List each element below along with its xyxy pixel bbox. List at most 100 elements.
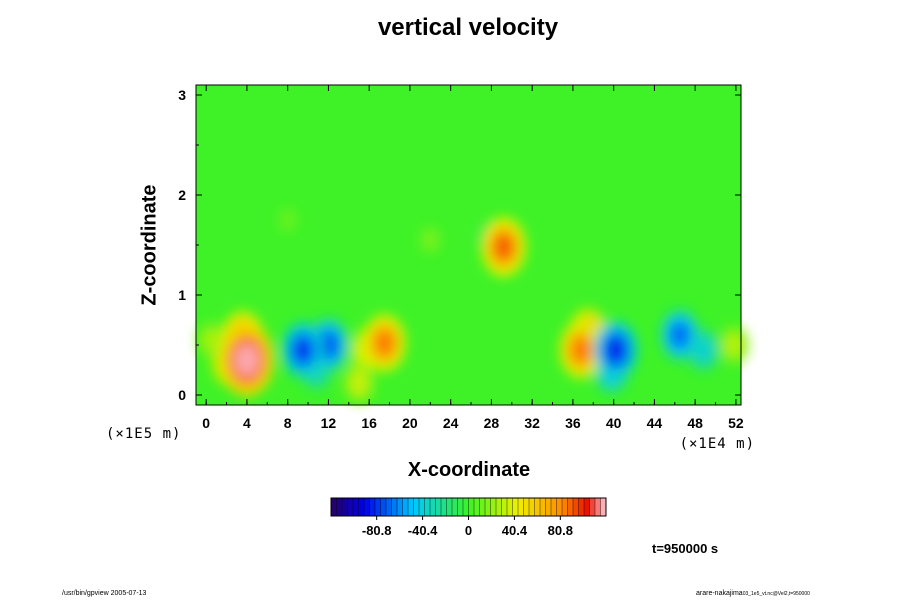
x-tick-label: 32 (524, 415, 540, 431)
colorbar-segment (347, 498, 354, 516)
colorbar-segment (523, 498, 530, 516)
colorbar-tick-label: 40.4 (502, 523, 528, 538)
colorbar-segment (457, 498, 464, 516)
x-tick-label: 0 (202, 415, 210, 431)
y-tick-label: 1 (178, 287, 186, 303)
x-tick-label: 36 (565, 415, 581, 431)
colorbar-segment (600, 498, 607, 516)
colorbar-segment (419, 498, 425, 516)
colorbar-segment (567, 498, 574, 516)
colorbar-segment (364, 498, 370, 516)
colorbar-segment (578, 498, 585, 516)
colorbar-segment (485, 498, 491, 516)
colorbar-segment (402, 498, 409, 516)
footer-author: arare-nakajima03_1e5_vt.nc@Vel2,t=950000 (696, 590, 810, 597)
velocity-cell (374, 330, 395, 356)
x-tick-label: 16 (361, 415, 377, 431)
x-tick-label: 8 (284, 415, 292, 431)
velocity-cell (693, 337, 713, 363)
colorbar-segment (479, 498, 486, 516)
velocity-cell (234, 343, 260, 377)
x-tick-label: 4 (243, 415, 251, 431)
colorbar-tick-label: -40.4 (408, 523, 438, 538)
colorbar-segment (573, 498, 579, 516)
velocity-cell (281, 212, 294, 228)
velocity-cell (725, 333, 743, 357)
plot-background (196, 85, 741, 405)
x-tick-label: 20 (402, 415, 418, 431)
velocity-cell (349, 371, 369, 395)
colorbar-tick-label: 80.8 (548, 523, 573, 538)
x-axis-unit: (×1E4 m) (679, 436, 755, 452)
colorbar-segment (391, 498, 398, 516)
colorbar-segment (342, 498, 348, 516)
chart-title: vertical velocity (377, 14, 559, 41)
x-tick-label: 44 (647, 415, 663, 431)
colorbar-segment (468, 498, 475, 516)
x-tick-label: 12 (321, 415, 337, 431)
colorbar-segment (534, 498, 541, 516)
colorbar-segment (507, 498, 513, 516)
x-tick-label: 40 (606, 415, 622, 431)
footer-command: /usr/bin/gpview 2005-07-13 (62, 590, 147, 597)
y-tick-label: 3 (178, 87, 186, 103)
footer-file: 03_1e5_vt.nc@Vel2,t=950000 (742, 591, 810, 597)
footer-author-name: arare-nakajima (696, 590, 743, 597)
colorbar-segment (446, 498, 453, 516)
colorbar-segment (452, 498, 458, 516)
colorbar-segment (463, 498, 469, 516)
time-label: t=950000 s (652, 541, 719, 556)
colorbar-segment (540, 498, 546, 516)
colorbar-segment (413, 498, 420, 516)
colorbar-segment (386, 498, 392, 516)
x-axis-label: X-coordinate (407, 459, 531, 481)
colorbar-segment (474, 498, 480, 516)
colorbar-segment (358, 498, 365, 516)
y-axis-unit: (×1E5 m) (106, 426, 182, 442)
colorbar-segment (397, 498, 403, 516)
velocity-cell (319, 333, 338, 357)
colorbar-segment (545, 498, 552, 516)
colorbar-segment (430, 498, 436, 516)
velocity-cell (493, 233, 514, 261)
velocity-cell (293, 337, 313, 363)
colorbar-segment (562, 498, 568, 516)
colorbar-segment (551, 498, 557, 516)
x-tick-label: 24 (443, 415, 459, 431)
colorbar-segment (331, 498, 337, 516)
colorbar-segment (556, 498, 563, 516)
colorbar-segment (490, 498, 497, 516)
colorbar-segment (496, 498, 502, 516)
x-axis: 0 4 8 12 16 20 24 28 32 36 40 44 48 52 (202, 85, 744, 431)
velocity-field (197, 206, 749, 403)
velocity-cell (203, 329, 220, 351)
colorbar-segment (369, 498, 376, 516)
colorbar-segment (518, 498, 524, 516)
velocity-cell (605, 337, 626, 363)
colorbar-tick-label: -80.8 (362, 523, 392, 538)
colorbar-segment (584, 498, 590, 516)
velocity-cell (423, 231, 438, 249)
velocity-cell (571, 337, 591, 363)
x-tick-label: 28 (484, 415, 500, 431)
colorbar-segment (512, 498, 519, 516)
colorbar-segment (375, 498, 381, 516)
colorbar-segment (595, 498, 601, 516)
colorbar-segment (408, 498, 414, 516)
colorbar-segment (501, 498, 508, 516)
velocity-cell (671, 323, 689, 347)
colorbar-segment (336, 498, 343, 516)
x-tick-label: 48 (687, 415, 703, 431)
colorbar-tick-label: 0 (465, 523, 472, 538)
colorbar-segment (380, 498, 387, 516)
colorbar-segment (353, 498, 359, 516)
colorbar-segment (435, 498, 442, 516)
y-tick-label: 2 (178, 187, 186, 203)
y-axis-label: Z-coordinate (138, 184, 161, 306)
x-tick-label: 52 (728, 415, 744, 431)
colorbar-segment (589, 498, 596, 516)
colorbar-segment (441, 498, 447, 516)
colorbar-segment (529, 498, 535, 516)
colorbar: -80.8 -40.4 0 40.4 80.8 (330, 497, 607, 538)
